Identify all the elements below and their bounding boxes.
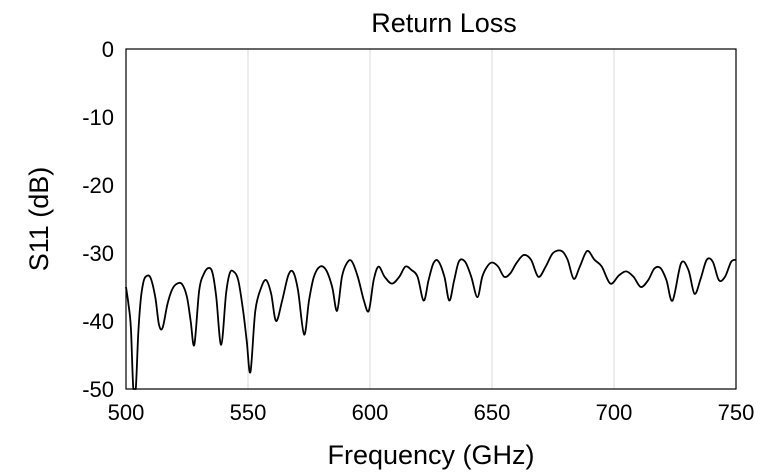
x-tick-label: 700: [596, 400, 633, 425]
series-line-s11: [125, 249, 737, 390]
grid-lines: [247, 49, 615, 389]
x-tick-label: 600: [352, 400, 389, 425]
plot-frame: [125, 48, 737, 390]
y-tick-label: -30: [82, 241, 114, 266]
x-tick-labels: 500 550 600 650 700 750: [108, 400, 755, 425]
y-tick-label: -40: [82, 309, 114, 334]
x-tick-label: 750: [718, 400, 755, 425]
x-tick-label: 650: [474, 400, 511, 425]
series-layer: [125, 249, 737, 390]
y-tick-label: -50: [82, 377, 114, 402]
y-tick-label: -10: [82, 105, 114, 130]
y-tick-label: 0: [102, 37, 114, 62]
y-tick-label: -20: [82, 173, 114, 198]
x-tick-label: 550: [230, 400, 267, 425]
x-tick-label: 500: [108, 400, 145, 425]
y-tick-labels: 0 -10 -20 -30 -40 -50: [82, 37, 114, 402]
x-axis-label: Frequency (GHz): [327, 440, 534, 470]
y-axis-label: S11 (dB): [24, 167, 54, 272]
chart-title: Return Loss: [371, 8, 517, 38]
